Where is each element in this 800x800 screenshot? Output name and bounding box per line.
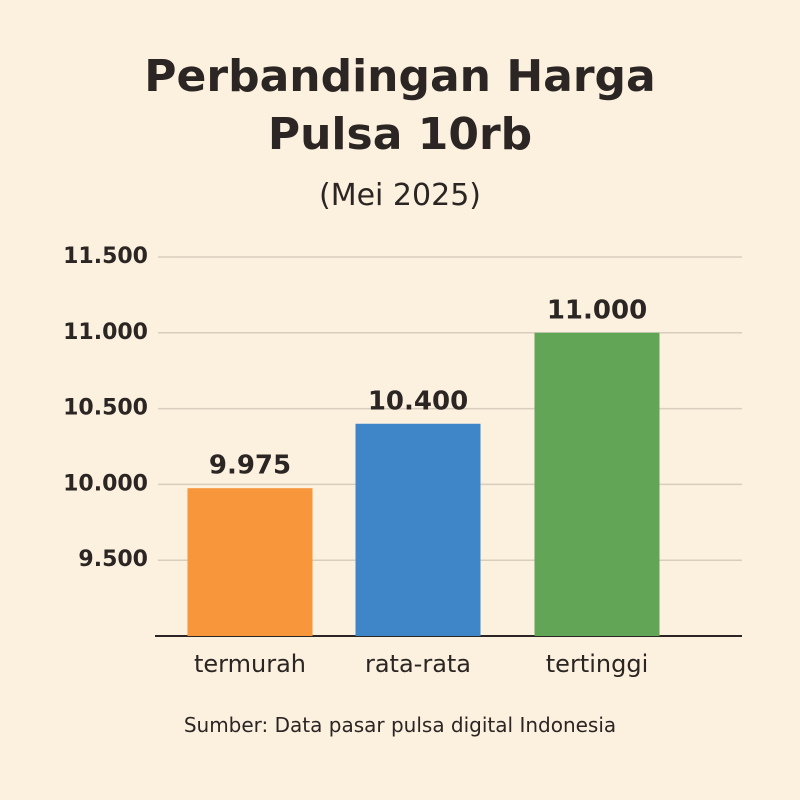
- value-label: 9.975: [209, 451, 291, 481]
- y-tick-label: 11.500: [63, 244, 148, 269]
- y-tick-label: 10.500: [63, 396, 148, 421]
- value-label: 10.400: [368, 386, 468, 416]
- bar: [534, 332, 660, 636]
- source-note: Sumber: Data pasar pulsa digital Indones…: [183, 713, 617, 737]
- value-label: 11.000: [547, 295, 647, 325]
- x-tick-label: rata-rata: [365, 650, 471, 678]
- bar: [187, 488, 313, 636]
- y-tick-label: 11.000: [63, 320, 148, 345]
- chart-subtitle: (Mei 2025): [319, 178, 481, 213]
- y-tick-label: 10.000: [63, 471, 148, 496]
- x-tick-label: tertinggi: [546, 650, 648, 678]
- x-tick-label: termurah: [194, 650, 306, 678]
- y-tick-label: 9.500: [78, 547, 148, 572]
- chart-title: Perbandingan Harga Pulsa 10rb: [144, 51, 656, 160]
- bar: [355, 423, 481, 636]
